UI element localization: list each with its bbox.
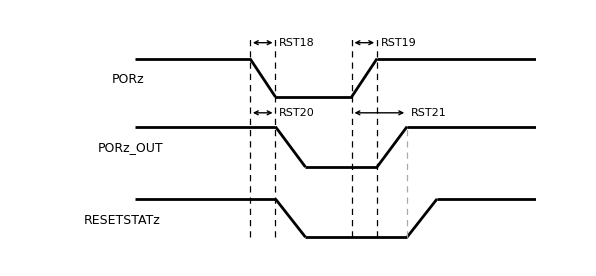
Text: RST18: RST18 — [279, 38, 315, 48]
Text: RESETSTATz: RESETSTATz — [83, 214, 160, 227]
Text: PORz: PORz — [111, 73, 144, 86]
Text: RST19: RST19 — [381, 38, 417, 48]
Text: PORz_OUT: PORz_OUT — [98, 141, 163, 154]
Text: RST20: RST20 — [279, 108, 315, 118]
Text: RST21: RST21 — [411, 108, 446, 118]
